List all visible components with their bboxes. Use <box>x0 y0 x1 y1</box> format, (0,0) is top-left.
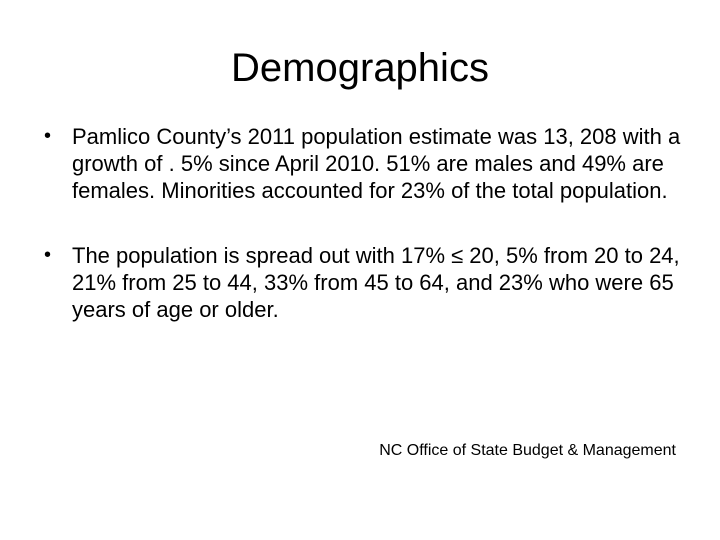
bullet-marker: • <box>44 125 52 147</box>
bullet-item-population: • Pamlico County’s 2011 population estim… <box>44 123 684 204</box>
bullet-item-age-distribution: • The population is spread out with 17% … <box>44 242 684 323</box>
source-citation: NC Office of State Budget & Management <box>379 442 676 459</box>
slide-title: Demographics <box>231 46 489 90</box>
bullet-list: • Pamlico County’s 2011 population estim… <box>44 123 684 323</box>
bullet-text: Pamlico County’s 2011 population estimat… <box>72 124 681 203</box>
bullet-text: The population is spread out with 17% ≤ … <box>72 243 680 322</box>
bullet-marker: • <box>44 244 52 266</box>
